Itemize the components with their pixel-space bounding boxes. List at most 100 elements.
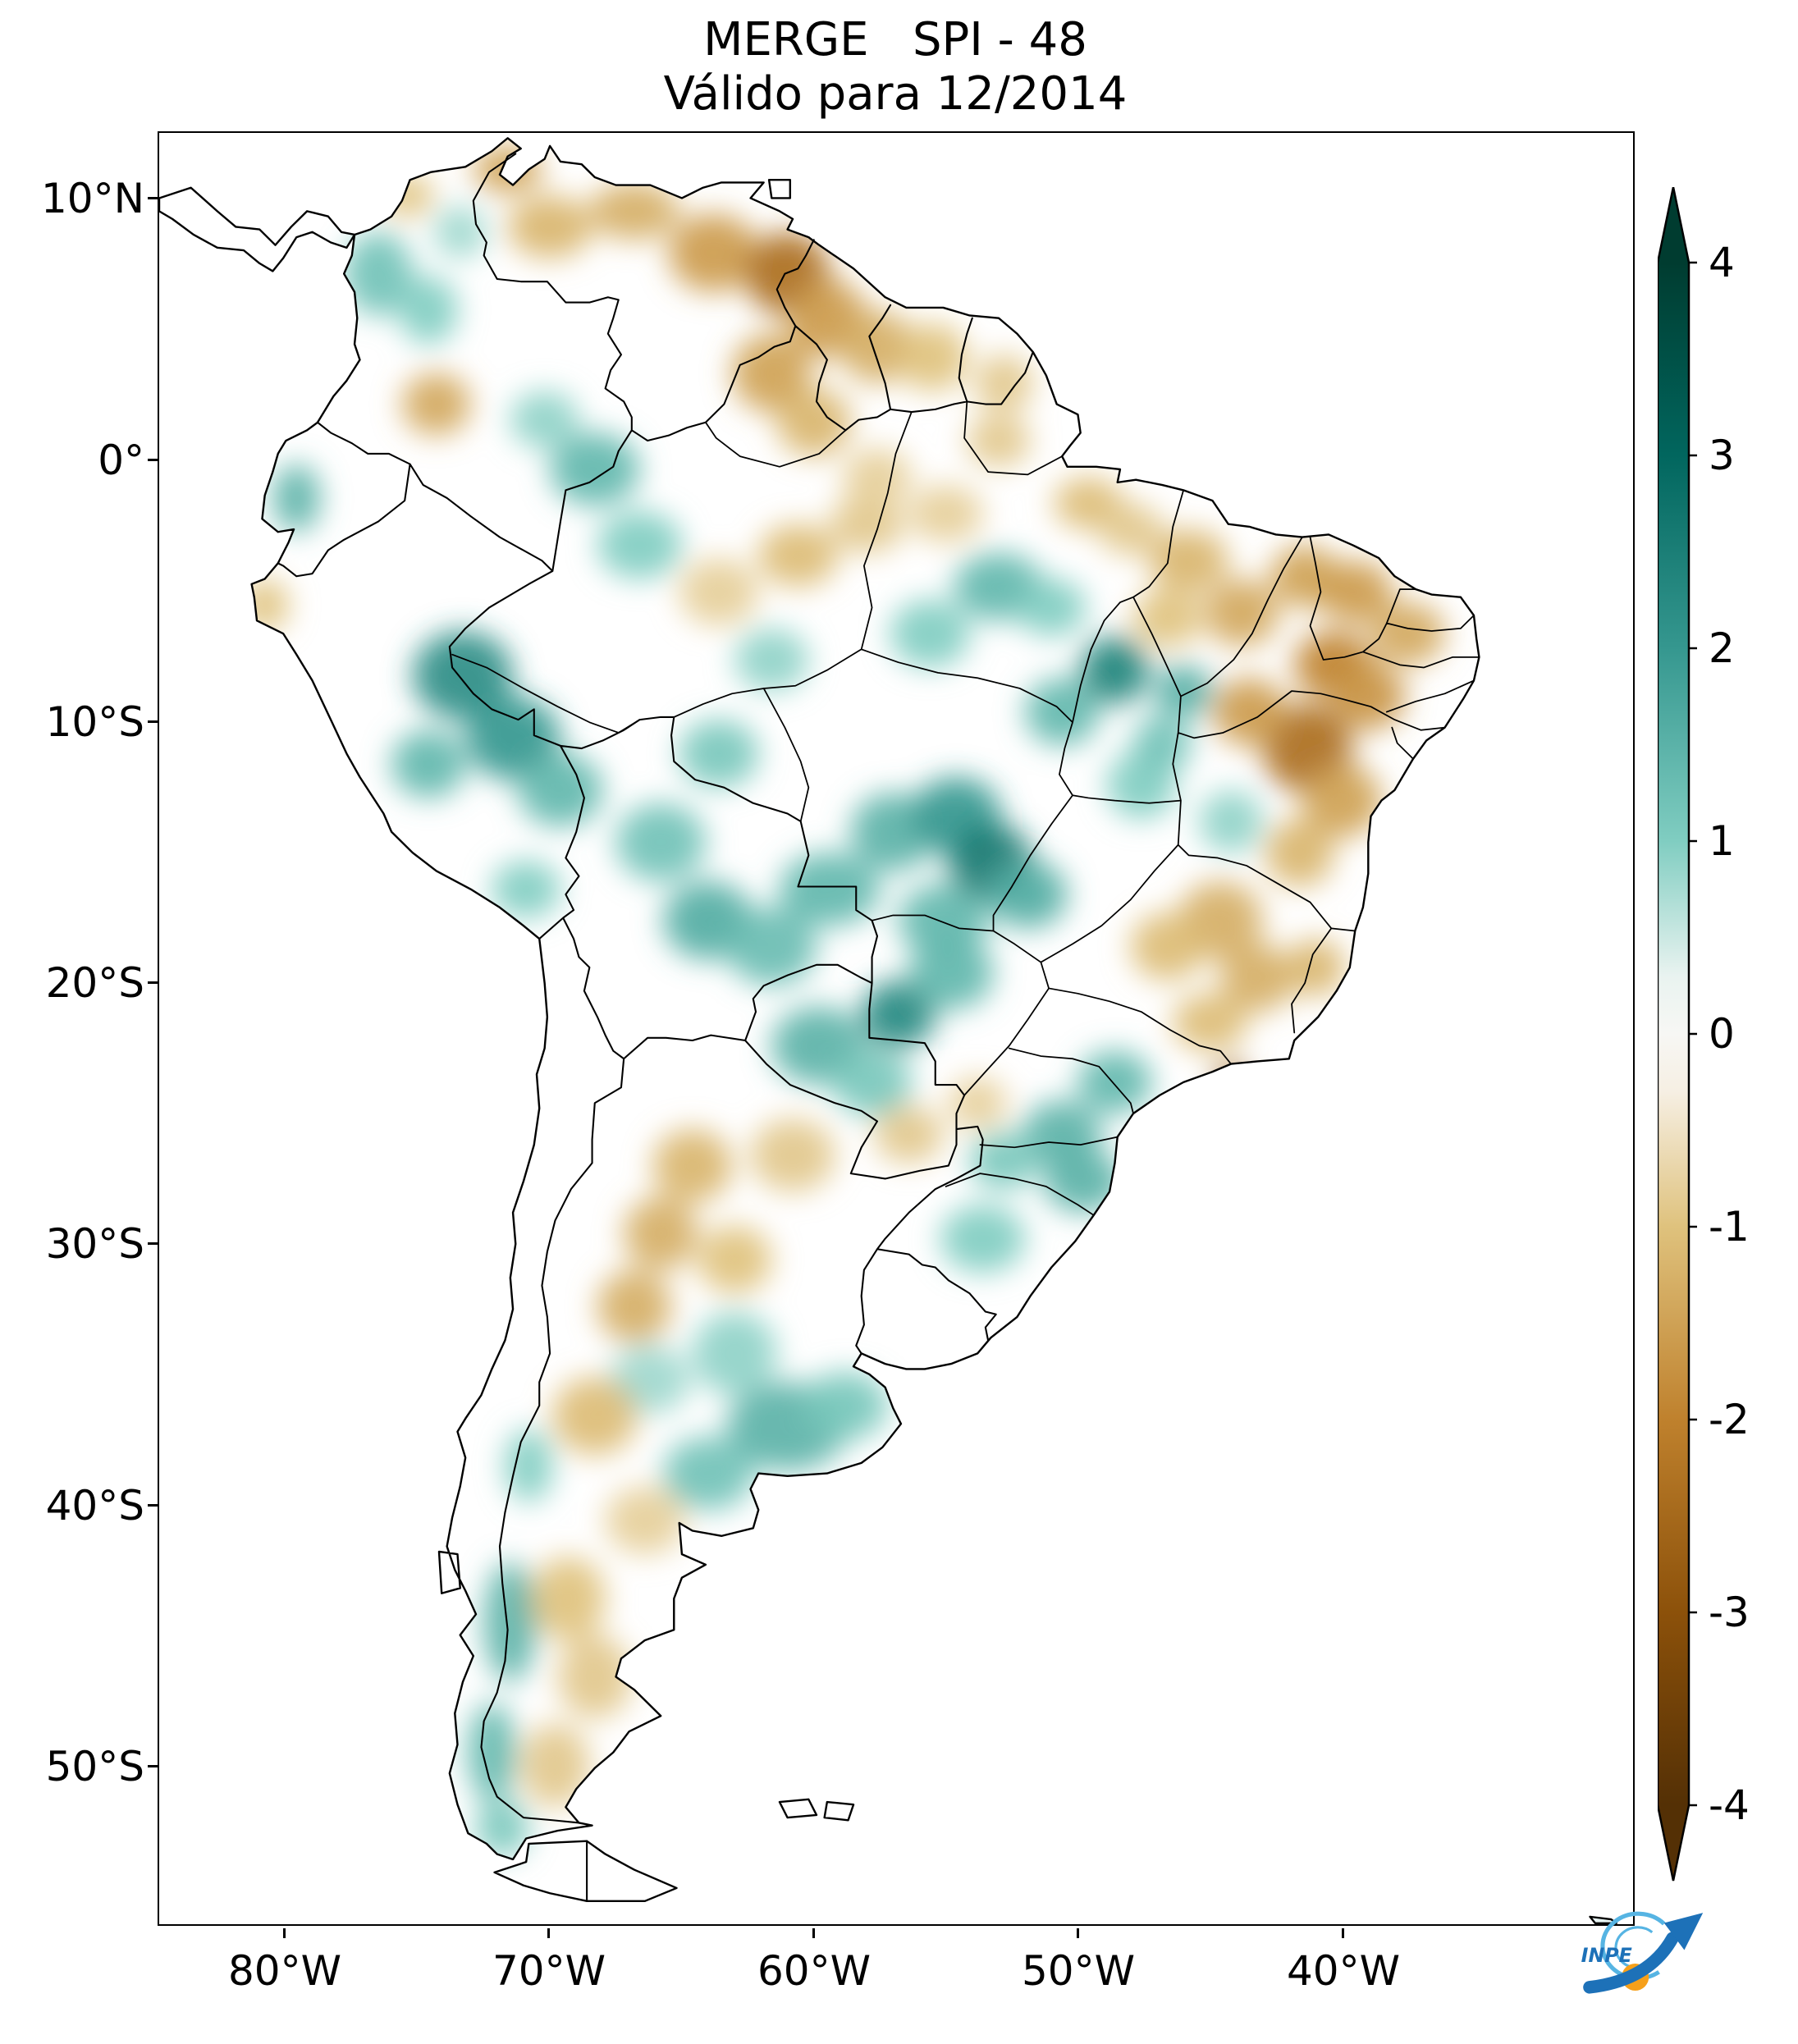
anomaly-blob <box>1265 818 1334 887</box>
y-tick <box>148 1504 158 1507</box>
anomaly-blob <box>624 1196 698 1270</box>
anomaly-blob <box>1204 578 1279 647</box>
y-tick <box>148 981 158 984</box>
anomaly-blob <box>507 195 592 258</box>
anomaly-blob <box>412 631 514 720</box>
anomaly-blob <box>750 1118 835 1192</box>
anomaly-blob <box>272 464 321 533</box>
anomaly-blob <box>1173 993 1247 1051</box>
title-line-1: MERGE SPI - 48 <box>703 13 1087 66</box>
x-tick <box>1342 1928 1344 1938</box>
y-tick <box>148 1242 158 1245</box>
x-tick-label: 60°W <box>757 1947 872 1995</box>
anomaly-blob <box>830 495 904 553</box>
x-tick-label: 80°W <box>227 1947 342 1995</box>
anomaly-blob <box>758 524 838 588</box>
colorbar-tick-label: 2 <box>1709 624 1735 672</box>
anomaly-blob <box>476 1799 529 1857</box>
y-tick-label: 30°S <box>45 1220 144 1268</box>
colorbar-tick-label: 1 <box>1709 817 1735 865</box>
anomaly-blob <box>1130 912 1205 981</box>
country-borders <box>277 153 1034 1902</box>
anomaly-blob <box>832 1048 912 1117</box>
anomaly-blob <box>1099 503 1163 556</box>
anomaly-blob <box>505 1429 553 1502</box>
anomaly-blob <box>465 696 560 780</box>
anomaly-blob <box>1077 1050 1152 1113</box>
colorbar-tick-label: -2 <box>1709 1396 1750 1443</box>
y-tick <box>148 1765 158 1767</box>
colorbar-ticks <box>1689 261 1697 1807</box>
colorbar-tick-label: 4 <box>1709 239 1735 286</box>
anomaly-blob <box>1220 944 1295 1013</box>
y-tick <box>148 459 158 461</box>
anomaly-blob <box>473 145 542 194</box>
colorbar-svg <box>1656 186 1697 1882</box>
anomaly-blob <box>399 276 458 345</box>
anomaly-blob <box>552 1376 638 1456</box>
anomaly-blob <box>615 803 706 882</box>
anomaly-blob <box>605 1486 685 1555</box>
x-tick <box>812 1928 815 1938</box>
anomaly-blob <box>1154 665 1213 717</box>
anomaly-blob <box>898 323 968 391</box>
colorbar <box>1656 186 1797 1886</box>
anomaly-blob <box>1199 789 1263 853</box>
logo-arrow-shaft-icon <box>1583 1932 1679 1994</box>
anomaly-blob <box>492 860 560 918</box>
figure-title: MERGE SPI - 48 Válido para 12/2014 <box>158 13 1633 121</box>
anomaly-blob <box>874 1105 944 1164</box>
map-plot-area: INPE <box>158 131 1704 1994</box>
anomaly-blob <box>1212 678 1287 746</box>
anomaly-blob <box>726 907 817 986</box>
colorbar-extend-max <box>1658 187 1689 263</box>
y-tick-label: 20°S <box>45 959 144 1007</box>
anomaly-blob <box>391 729 466 798</box>
anomaly-blob <box>940 1205 1026 1273</box>
y-tick-label: 50°S <box>45 1743 144 1790</box>
anomaly-blob <box>1318 560 1393 624</box>
anomaly-blob <box>401 373 471 436</box>
anomaly-blob <box>240 578 289 632</box>
x-tick-label: 70°W <box>492 1947 606 1995</box>
anomaly-blob <box>520 1723 590 1808</box>
y-tick-label: 10°N <box>40 175 144 222</box>
anomaly-blob <box>890 599 970 668</box>
anomaly-blob <box>679 720 759 788</box>
x-tick <box>283 1928 286 1938</box>
y-tick-label: 40°S <box>45 1482 144 1530</box>
colorbar-extend-min <box>1658 1805 1689 1881</box>
anomaly-blob <box>589 182 679 240</box>
anomaly-blob <box>1080 636 1150 705</box>
anomaly-blob <box>597 1269 672 1343</box>
colorbar-tick-label: 3 <box>1709 432 1735 479</box>
colorbar-gradient <box>1658 263 1689 1805</box>
anomaly-blob <box>668 213 759 292</box>
anomaly-blob <box>518 753 603 827</box>
anomaly-blob <box>988 860 1068 929</box>
anomaly-blob <box>1149 529 1228 592</box>
x-tick-label: 50°W <box>1021 1947 1136 1995</box>
anomaly-blob <box>433 205 487 258</box>
y-tick <box>148 197 158 199</box>
anomaly-blob <box>679 558 759 626</box>
anomaly-blob <box>975 354 1033 413</box>
anomaly-blob <box>908 485 983 542</box>
south-america-map <box>159 133 1633 1924</box>
anomaly-blob <box>510 391 579 449</box>
anomaly-blob <box>1017 578 1087 637</box>
anomaly-blob <box>843 448 912 506</box>
anomaly-blob <box>948 1077 1007 1130</box>
anomaly-blob <box>698 1225 772 1294</box>
anomaly-blob <box>779 853 881 926</box>
anomaly-blob <box>840 310 915 384</box>
anomaly-blob <box>597 510 682 579</box>
spi-raster-layer <box>240 145 1617 1923</box>
y-tick <box>148 720 158 723</box>
anomaly-blob <box>776 388 851 457</box>
colorbar-tick-label: -4 <box>1709 1781 1750 1829</box>
anomaly-blob <box>381 174 434 217</box>
x-tick <box>1077 1928 1079 1938</box>
anomaly-blob <box>967 414 1031 467</box>
anomaly-blob <box>861 980 936 1049</box>
